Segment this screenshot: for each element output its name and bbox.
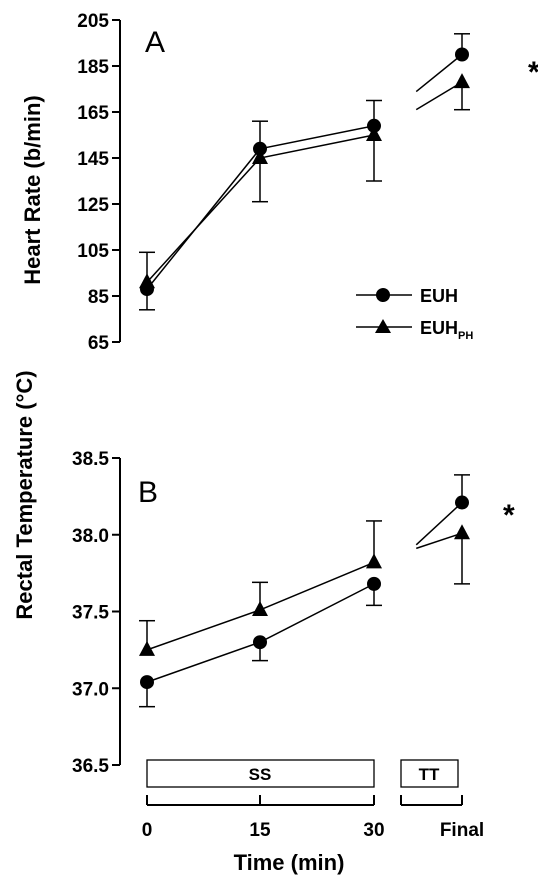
- rt-euh-ph-point: [139, 640, 155, 656]
- hr-euh-ph-point: [454, 73, 470, 89]
- rt-y-tick-label: 38.0: [72, 526, 109, 547]
- x-axis: [146, 795, 463, 806]
- heart-rate-significance-star: *: [528, 56, 538, 89]
- legend-label-euh: EUH: [420, 286, 458, 306]
- hr-y-tick-label: 125: [77, 195, 109, 216]
- hr-y-tick-label: 85: [88, 287, 110, 308]
- rt-y-tick-label: 37.0: [72, 679, 109, 700]
- rt-euh-ph-point: [454, 524, 470, 540]
- rt-y-tick-label: 36.5: [72, 756, 109, 777]
- heart-rate-series: [139, 33, 470, 311]
- legend-label-euh-ph-sub: PH: [458, 330, 473, 342]
- legend: EUH EUHPH: [356, 286, 473, 342]
- hr-euh-ph-point: [366, 126, 382, 141]
- rectal-temp-series: [139, 474, 470, 708]
- hr-euh-point: [367, 118, 381, 133]
- rectal-temperature-panel: B Rectal Temperature (°C) 38.5 38.0 37.5 37…: [12, 370, 515, 875]
- hr-y-tick-label: 65: [88, 333, 110, 354]
- heart-rate-y-axis: 205 185 165 145 125 105 85 65: [77, 11, 121, 354]
- tt-phase-label: TT: [419, 765, 440, 784]
- legend-triangle-marker: [375, 319, 391, 333]
- rt-euh-ph-point: [366, 553, 382, 569]
- legend-label-euh-ph-main: EUH: [420, 318, 458, 338]
- hr-euh-ph-point: [139, 273, 155, 289]
- x-tick-30: 30: [363, 820, 384, 841]
- rt-euh-ph-point: [252, 600, 268, 616]
- hr-y-tick-label: 145: [77, 149, 109, 170]
- rt-y-tick-label: 37.5: [72, 603, 109, 624]
- rt-euh-point: [140, 675, 154, 690]
- hr-y-tick-label: 185: [77, 57, 109, 78]
- rt-euh-ph-final-line: [416, 532, 463, 550]
- hr-y-tick-label: 205: [77, 11, 109, 32]
- x-tick-0: 0: [142, 820, 153, 841]
- rectal-temp-axis-title: Rectal Temperature (°C): [12, 370, 37, 619]
- rt-euh-point: [367, 576, 381, 591]
- legend-circle-marker: [376, 288, 390, 302]
- hr-euh-point: [253, 141, 267, 156]
- rectal-temp-significance-star: *: [503, 499, 515, 532]
- rt-euh-point: [253, 635, 267, 650]
- rt-euh-final-line: [415, 501, 463, 546]
- heart-rate-panel: A Heart Rate (b/min) 205 185 165 145 125 105 8…: [20, 11, 538, 354]
- legend-label-euh-ph: EUHPH: [420, 318, 473, 342]
- rectal-temp-y-axis: 38.5 38.0 37.5 37.0 36.5: [72, 449, 121, 777]
- heart-rate-axis-title: Heart Rate (b/min): [20, 95, 45, 284]
- panel-letter-a: A: [145, 26, 165, 59]
- time-axis-title: Time (min): [234, 850, 345, 875]
- hr-y-tick-label: 105: [77, 241, 109, 262]
- x-tick-15: 15: [249, 820, 271, 841]
- ss-phase-label: SS: [249, 765, 272, 784]
- hr-euh-ph-final-line: [415, 81, 463, 111]
- hr-euh-final-line: [415, 53, 463, 93]
- tt-phase-box: [400, 759, 459, 788]
- hr-euh-point: [455, 47, 469, 62]
- ss-phase-box: [146, 759, 375, 788]
- rt-euh-point: [455, 495, 469, 510]
- x-tick-final: Final: [440, 820, 484, 841]
- panel-letter-b: B: [138, 476, 158, 509]
- rt-y-tick-label: 38.5: [72, 449, 109, 470]
- hr-euh-ph-point: [252, 149, 268, 164]
- hr-y-tick-label: 165: [77, 103, 109, 124]
